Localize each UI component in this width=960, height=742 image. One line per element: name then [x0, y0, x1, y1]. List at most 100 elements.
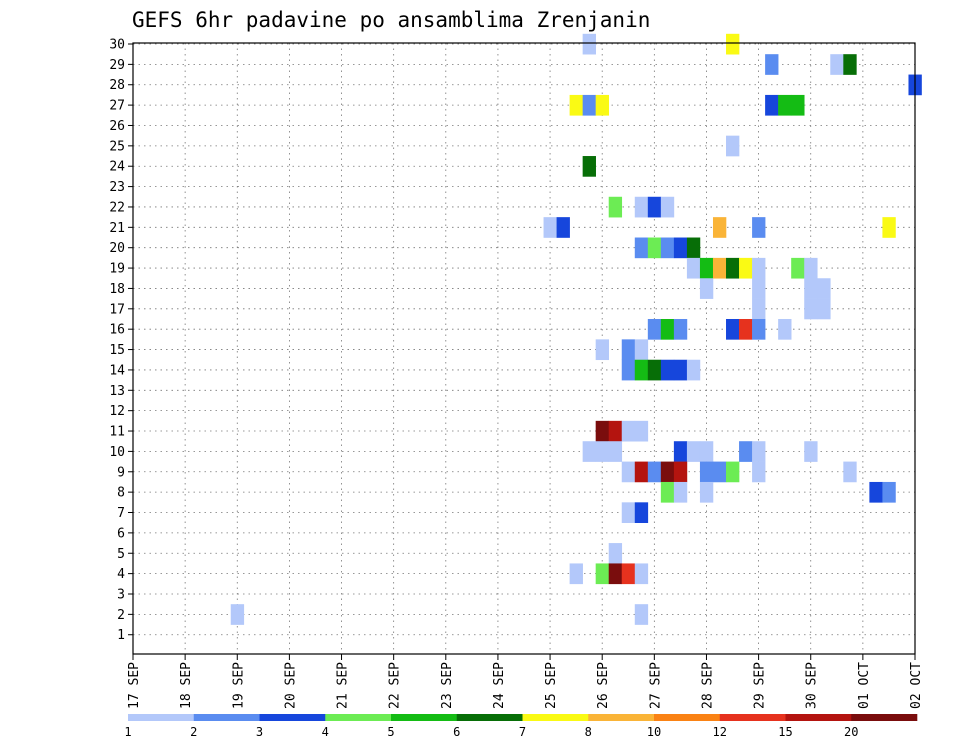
- x-tick-label: 19 SEP: [231, 662, 246, 709]
- precip-cell: [726, 33, 740, 55]
- precip-cell: [647, 237, 662, 259]
- y-tick-label: 24: [109, 160, 125, 175]
- precip-cell: [752, 298, 766, 320]
- precip-cell: [634, 359, 649, 381]
- precip-cell: [621, 339, 636, 361]
- precip-cell: [843, 54, 857, 75]
- precip-cell: [699, 257, 714, 279]
- precip-cell: [608, 420, 623, 442]
- precip-cell: [543, 217, 557, 238]
- colorbar-tick-label: 8: [585, 725, 592, 739]
- precip-cell: [621, 359, 636, 381]
- precip-cell: [634, 339, 649, 361]
- colorbar-tick-label: 10: [647, 725, 661, 739]
- precip-cell: [634, 420, 649, 442]
- y-tick-label: 22: [109, 200, 125, 215]
- precip-cell: [882, 217, 896, 238]
- precip-cell: [569, 563, 583, 585]
- precip-cell: [621, 502, 636, 523]
- precip-cell: [634, 461, 649, 483]
- precip-cell: [608, 196, 623, 218]
- y-tick-label: 20: [109, 241, 125, 256]
- y-tick-label: 15: [109, 343, 125, 358]
- colorbar-segment: [128, 714, 195, 721]
- precip-cell: [660, 359, 675, 381]
- colorbar-segment: [719, 714, 786, 721]
- precip-cell: [569, 94, 583, 116]
- precip-cell: [634, 196, 649, 218]
- precip-cell: [778, 318, 792, 340]
- precip-cell: [765, 94, 779, 116]
- y-tick-label: 26: [109, 119, 125, 134]
- precip-cell: [752, 257, 766, 279]
- precip-cell: [726, 257, 740, 279]
- colorbar-tick-label: 3: [256, 725, 263, 739]
- precip-cell: [621, 563, 636, 585]
- precipitation-cells: [230, 33, 922, 625]
- y-tick-label: 12: [109, 404, 125, 419]
- y-tick-label: 13: [109, 384, 125, 399]
- colorbar: 1 2 3 4 5 6 7 8 10 12 15 20: [124, 714, 918, 739]
- precip-cell: [673, 318, 688, 340]
- plot-frame: [132, 42, 916, 655]
- y-tick-label: 6: [117, 526, 125, 541]
- colorbar-segment: [391, 714, 458, 721]
- precip-cell: [699, 278, 714, 299]
- precip-cell: [778, 94, 792, 116]
- precip-cell: [634, 563, 649, 585]
- x-tick-label: 22 SEP: [388, 662, 403, 709]
- y-tick-label: 23: [109, 180, 125, 195]
- precip-cell: [673, 237, 688, 259]
- colorbar-segment: [259, 714, 326, 721]
- precip-cell: [882, 481, 896, 503]
- colorbar-segment: [588, 714, 655, 721]
- y-tick-label: 29: [109, 58, 125, 73]
- precip-cell: [699, 461, 714, 483]
- colorbar-segment: [456, 714, 523, 721]
- precip-cell: [752, 441, 766, 462]
- precip-cell: [582, 94, 596, 116]
- y-tick-label: 8: [117, 486, 125, 501]
- x-tick-label: 21 SEP: [336, 662, 351, 709]
- precip-cell: [647, 196, 662, 218]
- x-tick-label: 25 SEP: [544, 662, 559, 709]
- y-tick-label: 10: [109, 445, 125, 460]
- precip-cell: [595, 339, 610, 361]
- precip-cell: [752, 318, 766, 340]
- precip-cell: [673, 461, 688, 483]
- precip-cell: [608, 441, 623, 462]
- x-tick-label: 01 OCT: [857, 662, 872, 709]
- colorbar-tick-label: 5: [387, 725, 394, 739]
- colorbar-segment: [522, 714, 589, 721]
- precip-cell: [634, 502, 649, 523]
- colorbar-tick-label: 15: [778, 725, 792, 739]
- y-tick-label: 2: [117, 608, 125, 623]
- precip-cell: [791, 94, 805, 116]
- precip-cell: [595, 94, 610, 116]
- y-tick-label: 7: [117, 506, 125, 521]
- precip-cell: [817, 298, 831, 320]
- precip-cell: [804, 278, 818, 299]
- y-tick-label: 1: [117, 628, 125, 643]
- precip-cell: [660, 461, 675, 483]
- y-tick-label: 9: [117, 465, 125, 480]
- precip-cell: [660, 237, 675, 259]
- colorbar-segment: [193, 714, 260, 721]
- y-tick-label: 27: [109, 99, 125, 114]
- precip-cell: [647, 359, 662, 381]
- precip-cell: [739, 441, 753, 462]
- precip-cell: [686, 257, 701, 279]
- colorbar-tick-label: 2: [190, 725, 197, 739]
- precip-cell: [673, 441, 688, 462]
- x-tick-label: 29 SEP: [753, 662, 768, 709]
- precip-cell: [582, 33, 596, 55]
- x-tick-label: 26 SEP: [596, 662, 611, 709]
- colorbar-tick-label: 12: [713, 725, 727, 739]
- precip-cell: [804, 298, 818, 320]
- y-tick-label: 19: [109, 262, 125, 277]
- precip-cell: [647, 318, 662, 340]
- precip-cell: [686, 441, 701, 462]
- precip-cell: [660, 318, 675, 340]
- y-tick-label: 28: [109, 78, 125, 93]
